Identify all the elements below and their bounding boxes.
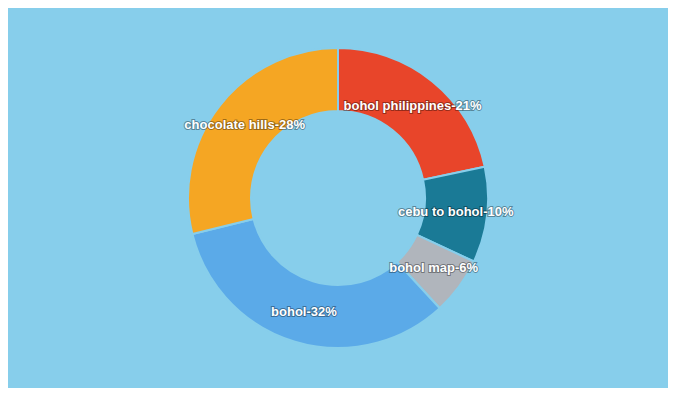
svg-text:cebu to bohol-10%: cebu to bohol-10% [398, 204, 514, 219]
svg-text:bohol map-6%: bohol map-6% [389, 260, 478, 275]
svg-text:bohol philippines-21%: bohol philippines-21% [344, 98, 482, 113]
svg-text:bohol-32%: bohol-32% [271, 304, 337, 319]
svg-text:chocolate hills-28%: chocolate hills-28% [184, 117, 305, 132]
